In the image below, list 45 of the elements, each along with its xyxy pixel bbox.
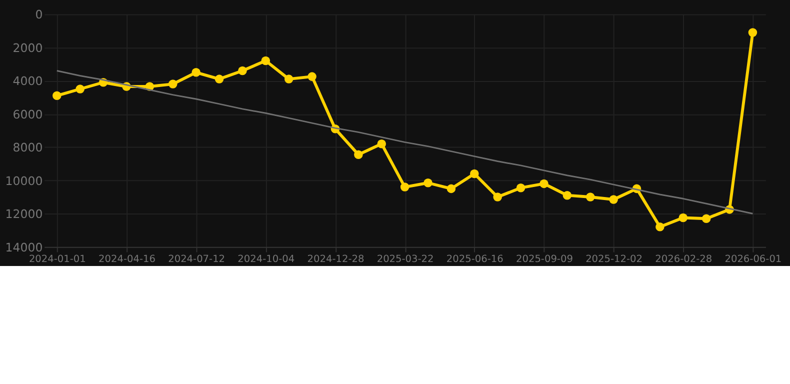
y-tick-label: 12000: [5, 207, 43, 222]
x-tick-label: 2024-01-01: [28, 254, 86, 266]
point: [424, 178, 432, 188]
x-tick-label: 2025-03-22: [376, 254, 434, 266]
point: [192, 68, 200, 77]
line-series: [56, 70, 754, 214]
x-tick-label: 2024-04-16: [98, 254, 156, 266]
point: [377, 139, 386, 148]
point: [76, 84, 84, 94]
x-tick-label: 2024-12-28: [307, 254, 364, 266]
y-tick-label: 10000: [5, 174, 43, 188]
point: [214, 74, 224, 84]
point: [261, 56, 270, 66]
point: [702, 214, 711, 223]
x-tick-label: 2026-06-01: [724, 254, 782, 266]
x-tick-label: 2025-06-16: [446, 254, 504, 266]
y-tick-label: 8000: [12, 140, 43, 155]
point: [748, 28, 758, 37]
y-tick-label: 14000: [5, 240, 43, 254]
point: [284, 74, 294, 84]
x-tick-label: 2026-02-28: [655, 254, 712, 266]
point: [354, 150, 363, 160]
point: [516, 183, 526, 192]
point: [609, 195, 618, 204]
point: [168, 80, 178, 88]
point: [562, 190, 572, 200]
point: [540, 179, 548, 188]
point: [678, 213, 688, 222]
point: [308, 72, 316, 81]
point: [586, 192, 595, 202]
point: [446, 184, 456, 194]
y-tick-label: 4000: [12, 74, 43, 88]
x-tick-label: 2025-09-09: [516, 254, 573, 266]
y-tick-label: 6000: [12, 107, 43, 122]
point: [656, 222, 664, 232]
point: [493, 192, 502, 202]
point: [52, 91, 62, 100]
x-tick-label: 2025-12-02: [586, 254, 643, 266]
x-tick-label: 2024-10-04: [238, 254, 295, 266]
x-tick-label: 2024-07-12: [168, 254, 226, 266]
point: [470, 169, 479, 178]
y-tick-label: 0: [35, 8, 43, 22]
y-tick-label: 2000: [12, 40, 43, 55]
point: [400, 182, 410, 192]
point: [238, 66, 247, 76]
